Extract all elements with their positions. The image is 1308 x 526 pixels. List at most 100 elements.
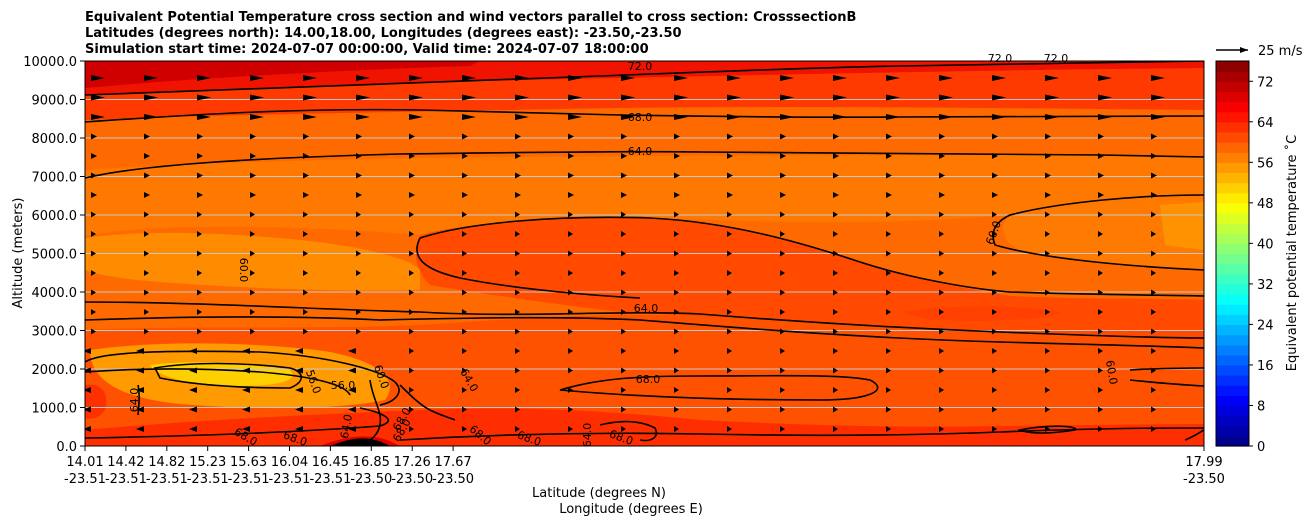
wind-arrow [621, 328, 626, 335]
wind-arrow [409, 270, 414, 276]
colorbar-swatch [1216, 405, 1249, 417]
wind-arrow [674, 192, 680, 198]
colorbar-tick-label: 0 [1257, 440, 1265, 455]
x-tick-lat: 16.85 [353, 455, 390, 470]
x-tick-lon: -23.50 [432, 472, 474, 487]
colorbar-swatch [1216, 324, 1249, 336]
wind-arrow [1204, 173, 1210, 179]
y-tick-label: 2000.0 [32, 363, 78, 378]
wind-arrow [348, 367, 356, 374]
wind-arrow [91, 172, 97, 179]
wind-arrow [197, 94, 211, 101]
colorbar-swatch [1216, 71, 1249, 82]
y-tick-label: 8000.0 [32, 132, 78, 147]
wind-arrow [515, 289, 520, 296]
colorbar-swatch [1216, 385, 1249, 396]
wind-arrow [727, 367, 732, 374]
wind-arrow [462, 94, 476, 101]
wind-arrow [621, 309, 626, 315]
wind-vectors [85, 75, 1210, 432]
wind-arrow [939, 270, 944, 276]
contour-60-right [992, 194, 1204, 271]
x-tick-lat: 14.42 [107, 455, 144, 470]
contour-lower-middle [559, 374, 879, 401]
x-tick-lat: 17.67 [434, 455, 471, 470]
wind-arrow [833, 348, 838, 354]
wind-arrow [1045, 328, 1050, 335]
terrain-blob [330, 438, 390, 446]
wind-arrow [295, 426, 303, 432]
colorbar-swatch [1216, 344, 1249, 356]
colorbar-swatch [1216, 131, 1249, 143]
wind-arrow [621, 348, 626, 354]
colorbar-swatch [1216, 273, 1249, 285]
wind-arrow [356, 270, 361, 276]
wind-arrow [1045, 94, 1059, 101]
wind-arrow [515, 211, 520, 218]
colorbar-tick-label: 24 [1257, 318, 1274, 333]
wind-arrow [197, 309, 202, 315]
wind-arrow [197, 289, 202, 296]
contour-label: 72.0 [1044, 52, 1069, 65]
wind-arrow [1151, 75, 1165, 81]
wind-arrow [356, 94, 370, 101]
wind-arrow [144, 309, 149, 315]
wind-arrow [621, 94, 635, 101]
wind-arrow [992, 270, 997, 276]
wind-arrow [85, 426, 91, 432]
contour-60-right-lower [1129, 367, 1204, 371]
wind-arrow [674, 270, 679, 276]
wind-arrow [621, 387, 626, 393]
wind-arrow [250, 231, 255, 237]
wind-arrow [303, 309, 308, 315]
wind-arrow [833, 387, 838, 393]
wind-arrow [462, 153, 468, 159]
wind-arrow [462, 328, 467, 335]
wind-arrow [1151, 192, 1157, 198]
wind-arrow [568, 250, 573, 257]
wind-arrow [568, 426, 573, 432]
contour-72-top [85, 61, 1204, 96]
wind-arrow [515, 133, 521, 140]
wind-arrow [144, 250, 149, 257]
wind-arrow [1151, 367, 1156, 374]
wind-arrow [303, 114, 317, 120]
wind-arrow [939, 211, 944, 218]
wind-arrow [780, 367, 785, 374]
contour-lower-left-1 [85, 350, 400, 406]
contour-label: 68.0 [636, 373, 661, 386]
contour-label: 72.0 [988, 52, 1013, 65]
wind-arrow [992, 153, 998, 159]
wind-arrow [1151, 289, 1156, 296]
wind-arrow [568, 289, 573, 296]
wind-arrow [197, 211, 202, 218]
wind-arrow [356, 231, 361, 237]
colorbar-swatch [1216, 111, 1249, 123]
wind-arrow [348, 426, 356, 432]
wind-arrow [197, 153, 203, 159]
wind-arrow [515, 406, 520, 413]
wind-arrow [144, 270, 149, 276]
wind-arrow [992, 231, 997, 237]
wind-arrow [674, 387, 679, 393]
contour-label: 64.0 [628, 145, 653, 158]
wind-arrow [992, 367, 997, 374]
wind-arrow [91, 289, 96, 296]
wind-arrow [303, 133, 309, 140]
contour-60-middle-lower [416, 237, 641, 299]
wind-arrow [1098, 406, 1103, 413]
wind-arrow [303, 153, 309, 159]
wind-arrow [1045, 309, 1050, 315]
wind-arrow [144, 192, 150, 198]
wind-arrow [462, 250, 467, 257]
contour-64-mid-2 [85, 316, 1204, 349]
contour-steep-1 [369, 379, 382, 441]
wind-arrow [515, 94, 529, 101]
wind-arrow [189, 387, 197, 393]
contour-surface-3 [1017, 425, 1077, 434]
wind-arrow [674, 133, 680, 140]
x-axis: 14.01-23.5114.42-23.5114.82-23.5115.23-2… [64, 446, 1225, 487]
wind-arrow [886, 231, 891, 237]
wind-arrow [568, 348, 573, 354]
